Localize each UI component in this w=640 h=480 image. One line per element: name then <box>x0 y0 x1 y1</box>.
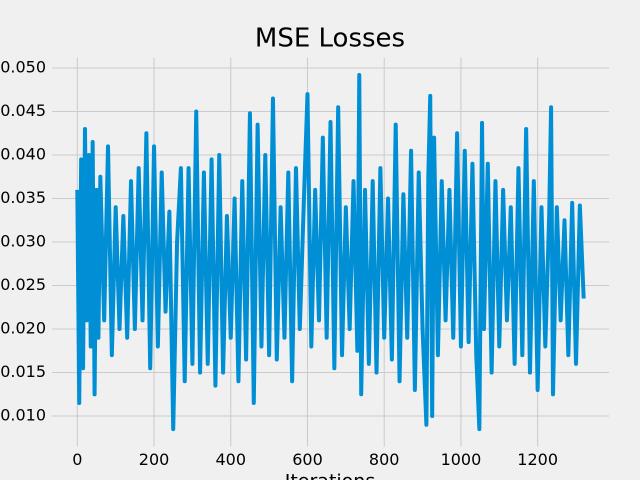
x-tick-label: 1200 <box>517 450 558 469</box>
y-tick-label: 0.025 <box>0 275 46 294</box>
x-tick-label: 0 <box>72 450 82 469</box>
y-tick-label: 0.020 <box>0 319 46 338</box>
x-tick-label: 200 <box>139 450 170 469</box>
y-tick-label: 0.045 <box>0 101 46 120</box>
x-axis-label: Iterations <box>285 471 376 480</box>
loss-line <box>75 73 586 432</box>
y-tick-label: 0.015 <box>0 362 46 381</box>
x-tick-label: 1000 <box>441 450 482 469</box>
y-tick-label: 0.050 <box>0 58 46 77</box>
x-tick-label: 400 <box>215 450 246 469</box>
y-tick-label: 0.010 <box>0 406 46 425</box>
x-tick-label: 600 <box>292 450 323 469</box>
x-tick-label: 800 <box>369 450 400 469</box>
y-tick-label: 0.040 <box>0 145 46 164</box>
y-tick-label: 0.035 <box>0 188 46 207</box>
chart-title: MSE Losses <box>255 24 405 54</box>
y-tick-label: 0.030 <box>0 232 46 251</box>
